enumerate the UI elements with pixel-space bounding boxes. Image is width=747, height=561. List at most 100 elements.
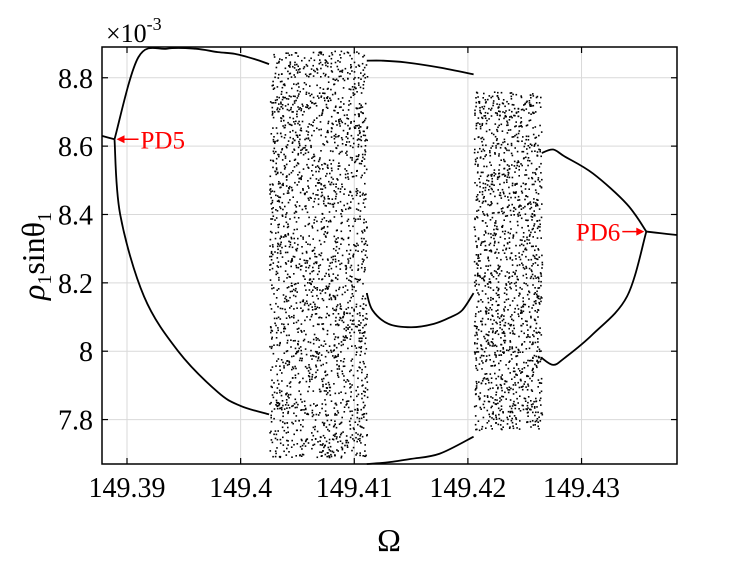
- chaos-point: [329, 97, 331, 100]
- chaos-point: [479, 260, 481, 262]
- chaos-point: [299, 381, 301, 383]
- chaos-point: [494, 399, 496, 401]
- chaos-point: [337, 168, 340, 170]
- chaos-point: [478, 101, 480, 103]
- chaos-point: [283, 429, 286, 432]
- chaos-point: [479, 175, 482, 177]
- chaos-point: [361, 413, 364, 416]
- chaos-point: [276, 62, 278, 64]
- chaos-point: [296, 351, 298, 353]
- chaos-point: [356, 139, 359, 141]
- chaos-point: [504, 174, 507, 177]
- chaos-point: [332, 255, 334, 258]
- chaos-point: [334, 420, 336, 422]
- chaos-point: [279, 442, 282, 445]
- chaos-point: [515, 269, 517, 272]
- chaos-point: [298, 93, 300, 95]
- chaos-point: [347, 328, 349, 330]
- chaos-point: [499, 397, 501, 399]
- chaos-point: [537, 295, 540, 298]
- chaos-point: [489, 154, 492, 157]
- chaos-point: [314, 287, 317, 289]
- chaos-point: [520, 372, 522, 374]
- chaos-point: [321, 112, 324, 114]
- chaos-point: [330, 127, 333, 129]
- chaos-point: [285, 179, 288, 181]
- chaos-point: [482, 138, 485, 141]
- chaos-point: [270, 439, 273, 441]
- chaos-point: [293, 403, 296, 405]
- chaos-point: [529, 208, 531, 210]
- chaos-point: [512, 351, 515, 353]
- chaos-point: [537, 316, 539, 318]
- chaos-point: [283, 168, 286, 170]
- chaos-point: [503, 152, 506, 154]
- chaos-point: [520, 312, 522, 314]
- chaos-point: [287, 393, 290, 396]
- chaos-point: [477, 238, 480, 241]
- chaos-point: [277, 316, 280, 319]
- chaos-point: [486, 214, 489, 217]
- chaos-point: [339, 440, 342, 442]
- chaos-point: [332, 451, 335, 454]
- chaos-point: [507, 309, 509, 311]
- chaos-point: [523, 361, 525, 364]
- chaos-point: [498, 164, 501, 166]
- chaos-point: [353, 175, 355, 178]
- chaos-point: [351, 364, 354, 367]
- chaos-point: [342, 109, 344, 111]
- chaos-point: [515, 167, 517, 169]
- chaos-point: [522, 266, 525, 269]
- chaos-point: [277, 404, 280, 407]
- chaos-point: [308, 364, 310, 366]
- chaos-point: [327, 452, 329, 454]
- chaos-point: [319, 52, 322, 54]
- chaos-point: [510, 92, 513, 94]
- chaos-point: [292, 65, 294, 68]
- chaos-point: [531, 228, 534, 231]
- chaos-point: [284, 166, 287, 169]
- chaos-point: [329, 293, 331, 296]
- chaos-point: [289, 381, 292, 383]
- chaos-point: [330, 57, 333, 60]
- chaos-point: [338, 119, 340, 121]
- chaos-point: [294, 158, 297, 161]
- chaos-point: [352, 438, 354, 440]
- chaos-point: [490, 425, 492, 427]
- chaos-point: [342, 339, 345, 341]
- chaos-point: [316, 67, 318, 70]
- chaos-point: [337, 412, 340, 414]
- chaos-point: [520, 309, 522, 312]
- chaos-point: [365, 138, 367, 141]
- chaos-point: [530, 113, 532, 115]
- chaos-point: [509, 372, 511, 374]
- chaos-point: [497, 289, 499, 292]
- chaos-point: [507, 174, 510, 176]
- chaos-point: [503, 160, 506, 163]
- chaos-point: [531, 307, 533, 309]
- chaos-point: [540, 358, 542, 361]
- chaos-point: [535, 203, 538, 206]
- chaos-point: [292, 103, 294, 106]
- chaos-point: [272, 166, 274, 169]
- chaos-point: [337, 441, 339, 443]
- chaos-point: [278, 402, 281, 405]
- chaos-point: [492, 104, 494, 107]
- chaos-point: [302, 236, 304, 239]
- chaos-point: [339, 70, 341, 73]
- chaos-point: [491, 95, 494, 98]
- chaos-point: [342, 238, 345, 241]
- chaos-point: [530, 103, 532, 106]
- chaos-point: [354, 127, 356, 129]
- chaos-point: [287, 323, 289, 326]
- chaos-point: [528, 311, 531, 313]
- chaos-point: [284, 84, 286, 87]
- chaos-point: [475, 393, 477, 395]
- chaos-point: [282, 415, 284, 418]
- chaos-point: [350, 395, 352, 398]
- chaos-point: [495, 139, 498, 142]
- chaos-point: [286, 385, 289, 387]
- chaos-point: [338, 121, 340, 123]
- chaos-point: [527, 203, 529, 205]
- chaos-point: [478, 429, 481, 432]
